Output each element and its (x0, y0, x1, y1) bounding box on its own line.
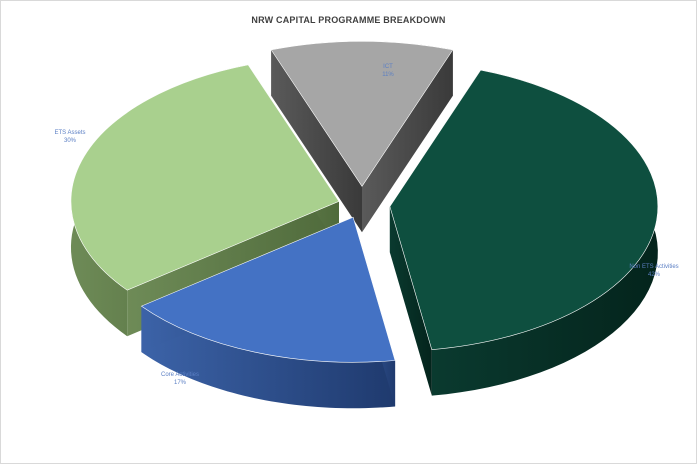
data-label-category: ICT (383, 64, 393, 70)
pie-slice-ets-assets (70, 64, 340, 291)
pie-slice-wall (362, 49, 453, 233)
data-label-percent: 30% (64, 138, 77, 144)
pie-slice-wall (271, 49, 362, 233)
data-label-percent: 42% (648, 272, 661, 278)
chart-title: NRW CAPITAL PROGRAMME BREAKDOWN (251, 15, 446, 25)
data-label-category: Core Activities (161, 372, 199, 378)
pie-slice-non-ets-activities (389, 69, 659, 350)
pie-slice-side (141, 306, 396, 409)
data-label-percent: 17% (174, 380, 187, 386)
data-label-percent: 11% (382, 72, 394, 78)
data-label-category: Non ETS Activities (629, 264, 678, 270)
pie-slice-wall (389, 206, 432, 396)
pie-slice-core-activities (140, 216, 396, 363)
pie-slice-ict (270, 40, 454, 187)
data-label-category: ETS Assets (54, 130, 85, 136)
